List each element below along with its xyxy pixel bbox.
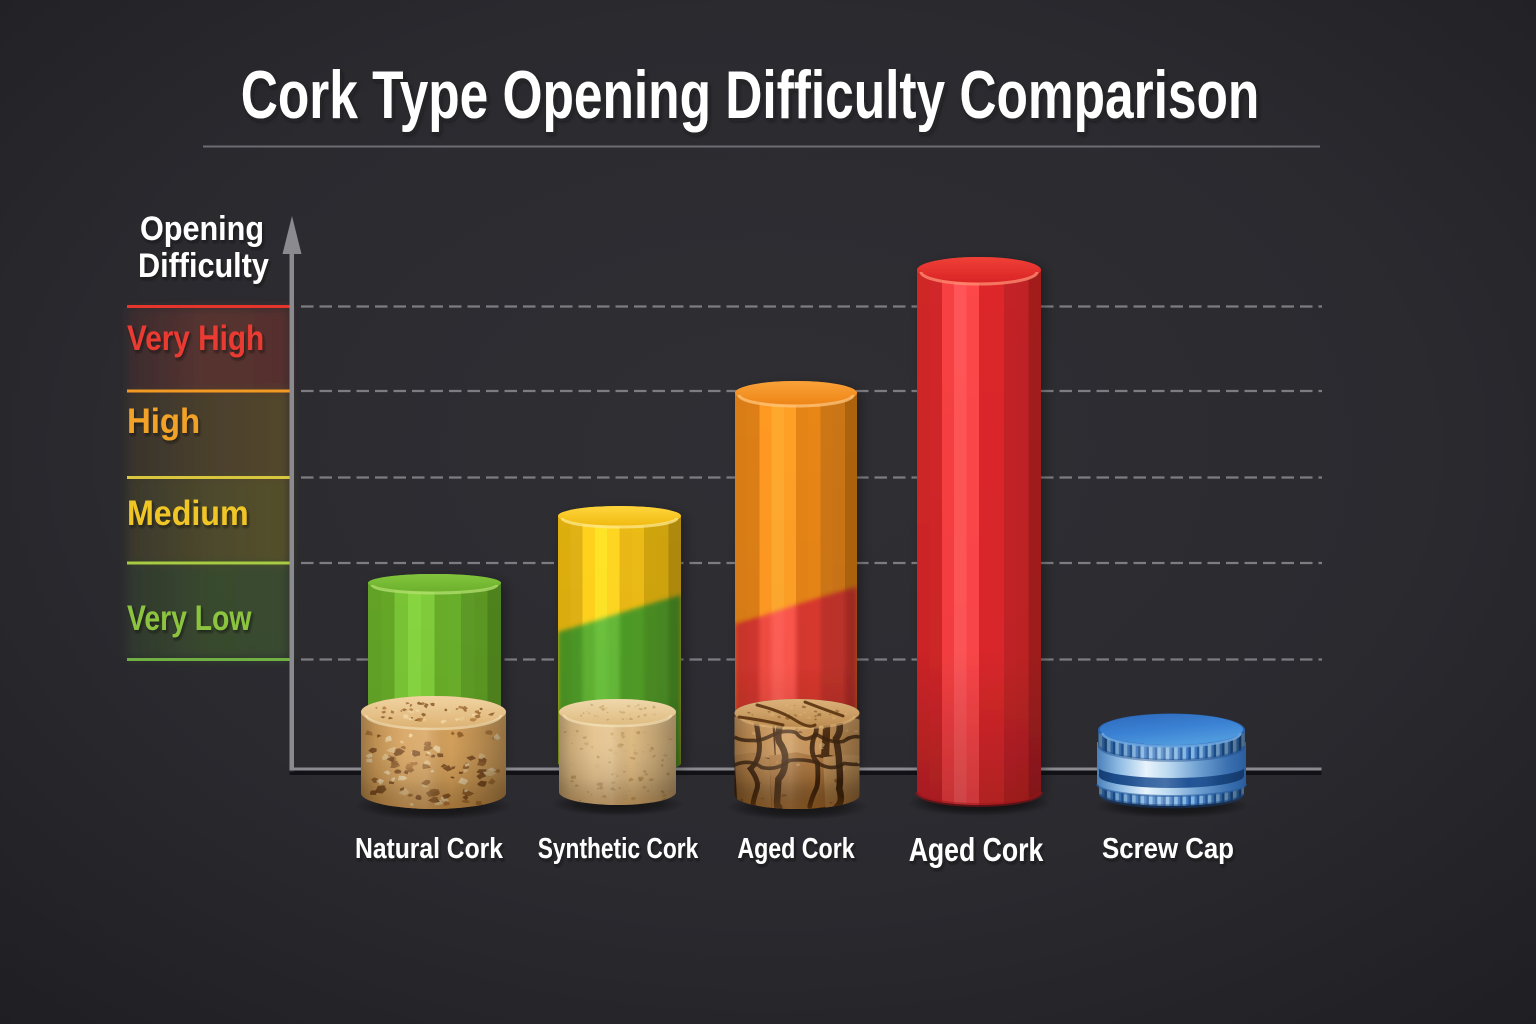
svg-text:Very Low: Very Low (127, 598, 252, 638)
svg-text:Aged Cork: Aged Cork (909, 832, 1044, 869)
svg-text:Difficulty: Difficulty (138, 247, 269, 285)
svg-text:Cork Type Opening Difficulty C: Cork Type Opening Difficulty Comparison (241, 56, 1260, 133)
svg-text:Very High: Very High (127, 319, 264, 358)
svg-text:Aged Cork: Aged Cork (737, 831, 855, 864)
svg-text:Screw Cap: Screw Cap (1102, 832, 1234, 865)
svg-text:Synthetic Cork: Synthetic Cork (538, 831, 699, 864)
svg-text:Opening: Opening (140, 210, 264, 248)
svg-text:High: High (127, 402, 200, 441)
svg-text:Natural Cork: Natural Cork (355, 832, 503, 864)
svg-text:Medium: Medium (127, 495, 249, 534)
